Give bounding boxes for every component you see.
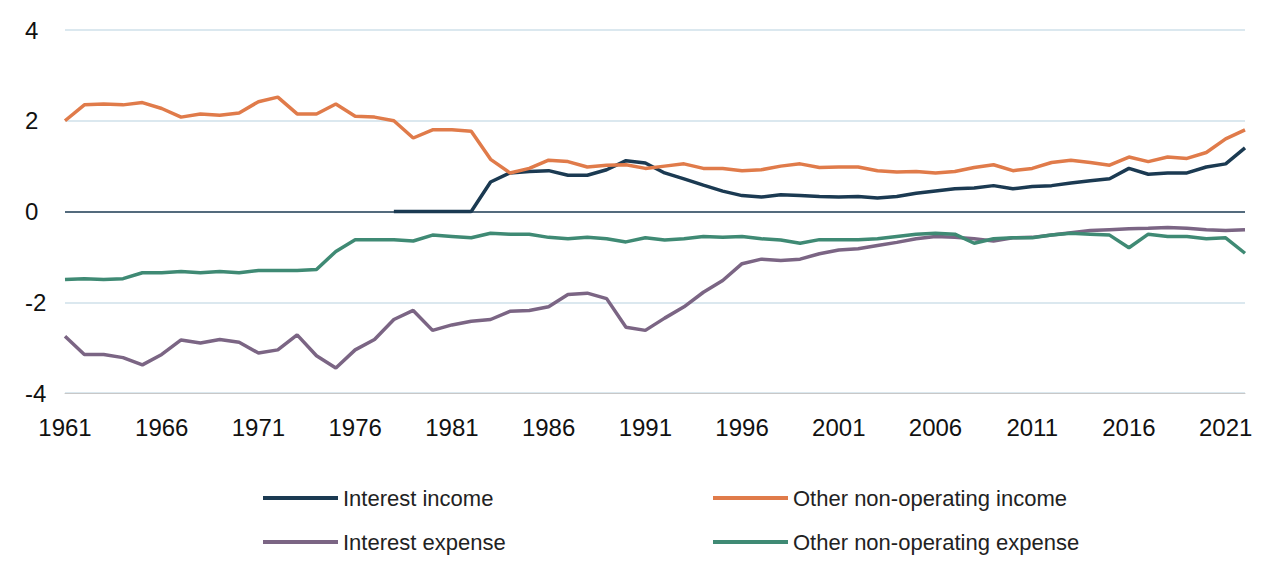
svg-text:1981: 1981 (425, 414, 478, 441)
svg-text:1986: 1986 (522, 414, 575, 441)
svg-text:-2: -2 (25, 289, 46, 316)
svg-text:2016: 2016 (1102, 414, 1155, 441)
svg-text:-4: -4 (25, 380, 46, 407)
svg-text:0: 0 (25, 198, 38, 225)
svg-text:2011: 2011 (1006, 414, 1058, 441)
svg-text:2021: 2021 (1199, 414, 1252, 441)
svg-text:1961: 1961 (38, 414, 91, 441)
svg-text:Other non-operating income: Other non-operating income (793, 486, 1067, 511)
svg-text:1971: 1971 (232, 414, 285, 441)
svg-text:1996: 1996 (715, 414, 768, 441)
svg-text:1976: 1976 (328, 414, 381, 441)
svg-text:4: 4 (25, 17, 38, 44)
svg-text:Interest income: Interest income (343, 486, 493, 511)
svg-text:2001: 2001 (812, 414, 865, 441)
svg-text:1966: 1966 (135, 414, 188, 441)
svg-text:2: 2 (25, 107, 38, 134)
svg-text:Interest expense: Interest expense (343, 530, 506, 555)
svg-text:Other non-operating expense: Other non-operating expense (793, 530, 1079, 555)
svg-text:2006: 2006 (909, 414, 962, 441)
svg-text:1991: 1991 (619, 414, 672, 441)
